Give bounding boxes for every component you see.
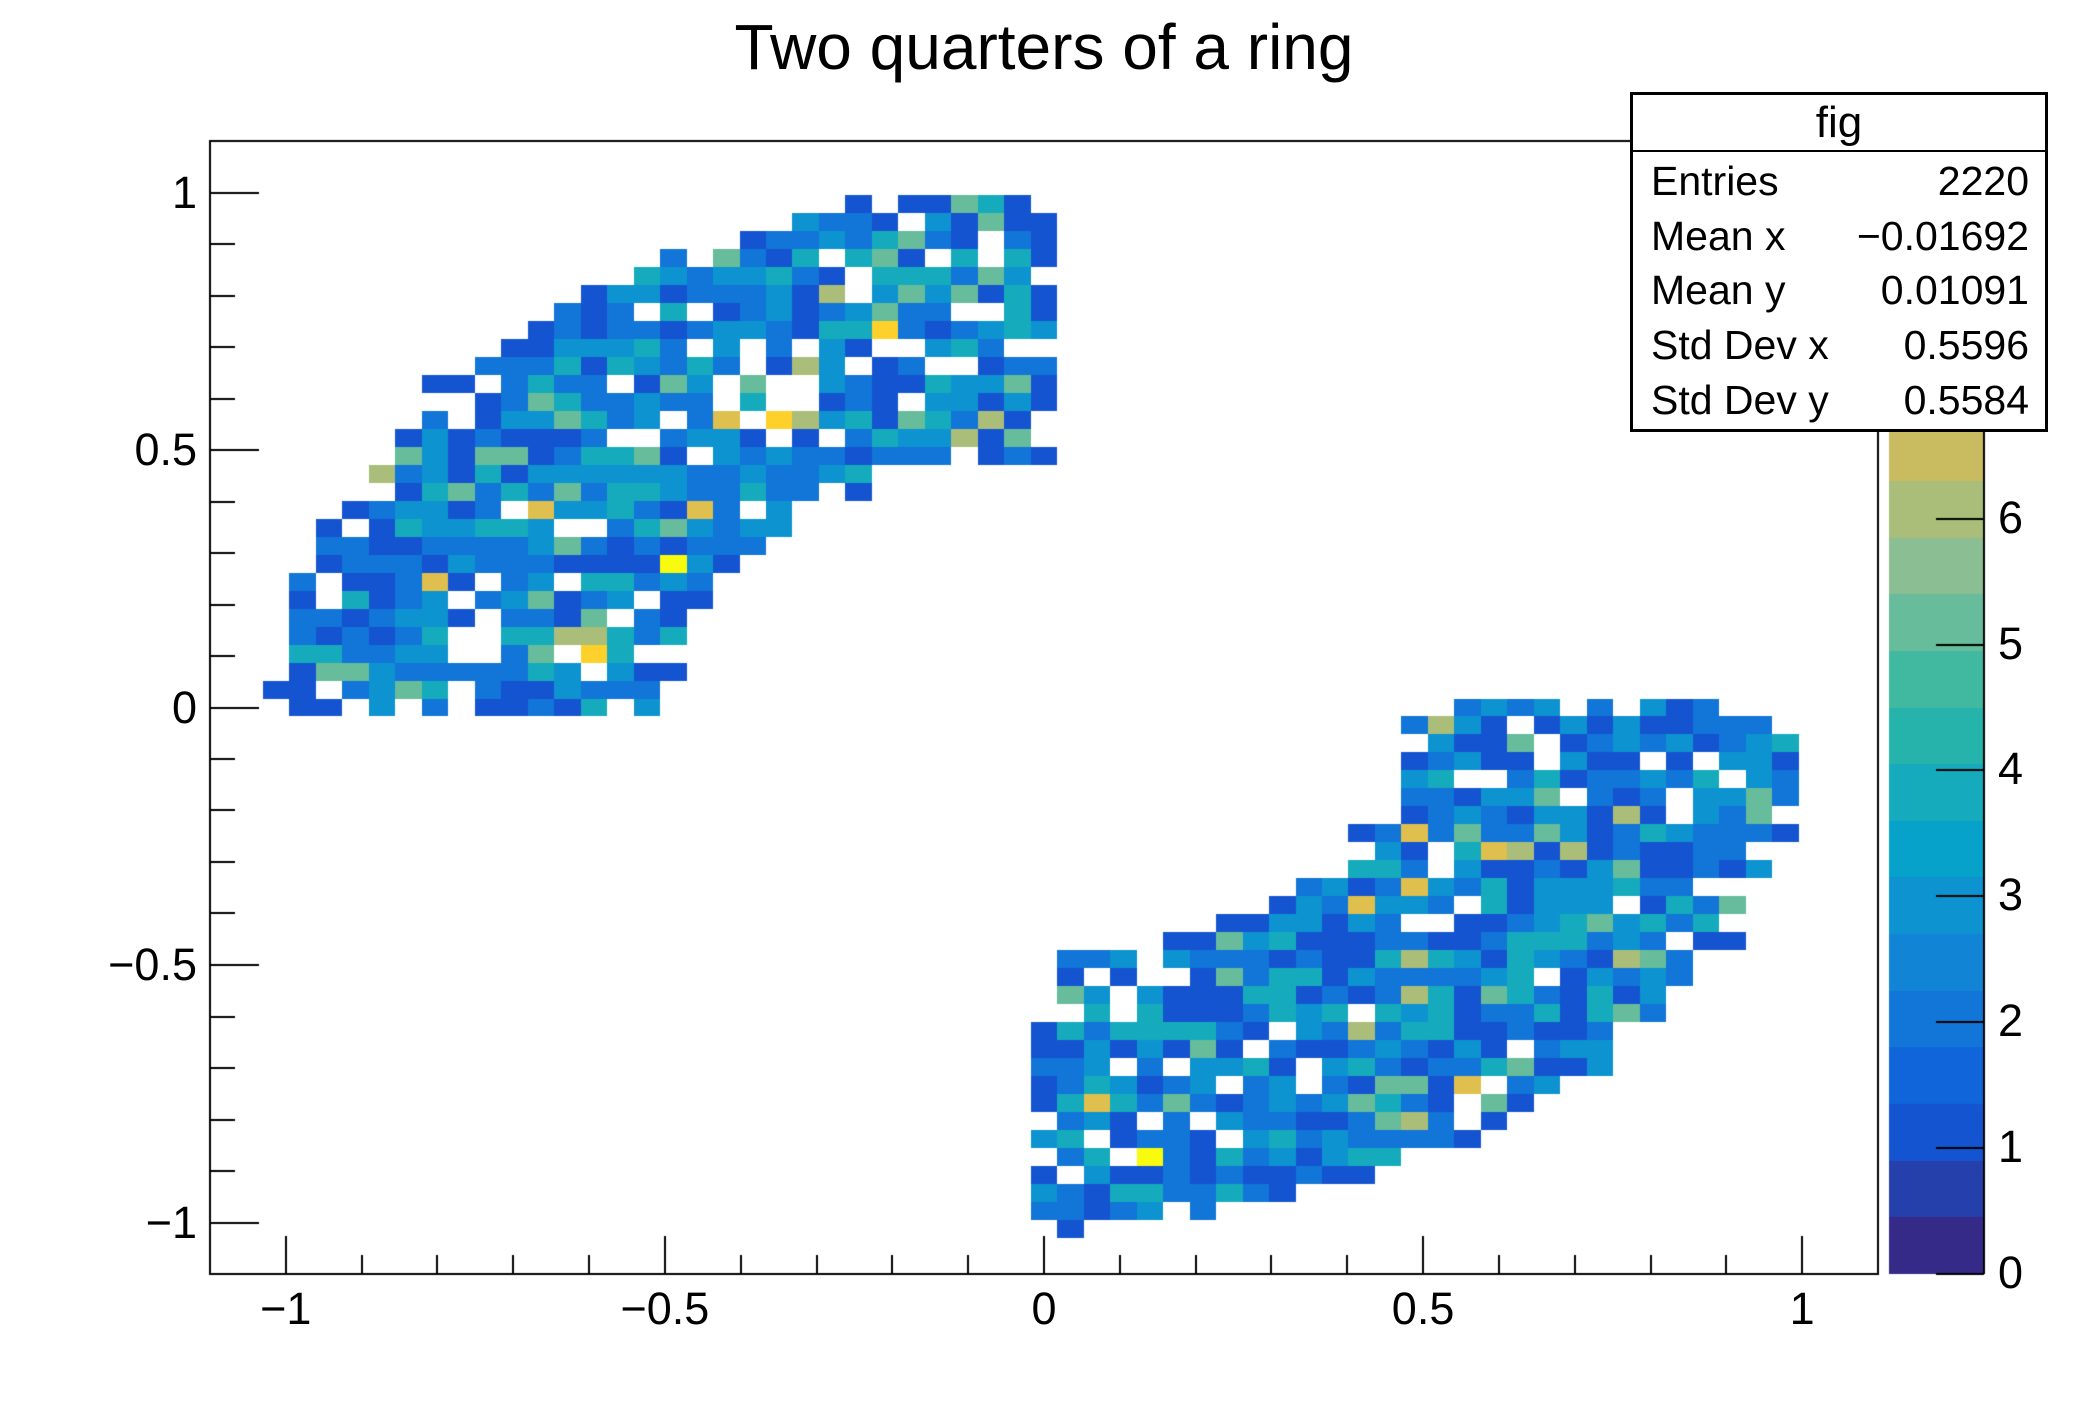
x-axis-tick-label: −0.5 xyxy=(620,1283,710,1334)
x-axis-tick-label: −1 xyxy=(260,1283,312,1334)
stats-row: Std Dev x 0.5596 xyxy=(1633,321,2045,369)
y-axis-tick-label: −1 xyxy=(145,1196,197,1248)
stats-box-rows: Entries 2220 Mean x −0.01692 Mean y 0.01091 St… xyxy=(1633,152,2045,429)
y-axis-tick-label: 0 xyxy=(171,681,197,733)
stats-row: Mean x −0.01692 xyxy=(1633,212,2045,260)
palette-tick-label: 3 xyxy=(1998,869,2024,921)
stats-row-value: 0.01091 xyxy=(1880,267,2029,314)
palette-tick-label: 2 xyxy=(1998,995,2024,1047)
palette-tick-label: 0 xyxy=(1998,1247,2024,1298)
stats-row-label: Mean x xyxy=(1651,212,1786,259)
y-axis-tick-label: 1 xyxy=(171,166,197,218)
chart-title: Two quarters of a ring xyxy=(734,11,1354,83)
palette-tick-label: 4 xyxy=(1998,743,2024,795)
y-axis-tick-label: 0.5 xyxy=(134,424,197,475)
stats-row: Mean y 0.01091 xyxy=(1633,266,2045,314)
stats-row: Entries 2220 xyxy=(1633,157,2045,205)
stats-box: fig Entries 2220 Mean x −0.01692 Mean y 0.010… xyxy=(1630,92,2048,432)
palette-tick-label: 6 xyxy=(1998,491,2024,543)
stats-row-value: 2220 xyxy=(1937,158,2029,205)
stats-row-label: Mean y xyxy=(1651,267,1786,314)
palette-tick-label: 1 xyxy=(1998,1121,2024,1173)
stats-row-label: Std Dev x xyxy=(1651,322,1829,369)
x-axis-tick-label: 1 xyxy=(1789,1283,1815,1334)
x-axis-tick-label: 0.5 xyxy=(1391,1283,1455,1334)
stats-row-value: −0.01692 xyxy=(1856,212,2029,259)
stats-row-value: 0.5596 xyxy=(1903,322,2029,369)
stats-row-label: Entries xyxy=(1651,158,1779,205)
stats-box-title: fig xyxy=(1633,95,2045,152)
y-axis-tick-label: −0.5 xyxy=(108,939,197,990)
stats-row-value: 0.5584 xyxy=(1903,376,2029,423)
x-axis-tick-label: 0 xyxy=(1031,1283,1057,1334)
stats-row-label: Std Dev y xyxy=(1651,376,1829,423)
stats-row: Std Dev y 0.5584 xyxy=(1633,376,2045,424)
palette-tick-label: 5 xyxy=(1998,617,2024,669)
